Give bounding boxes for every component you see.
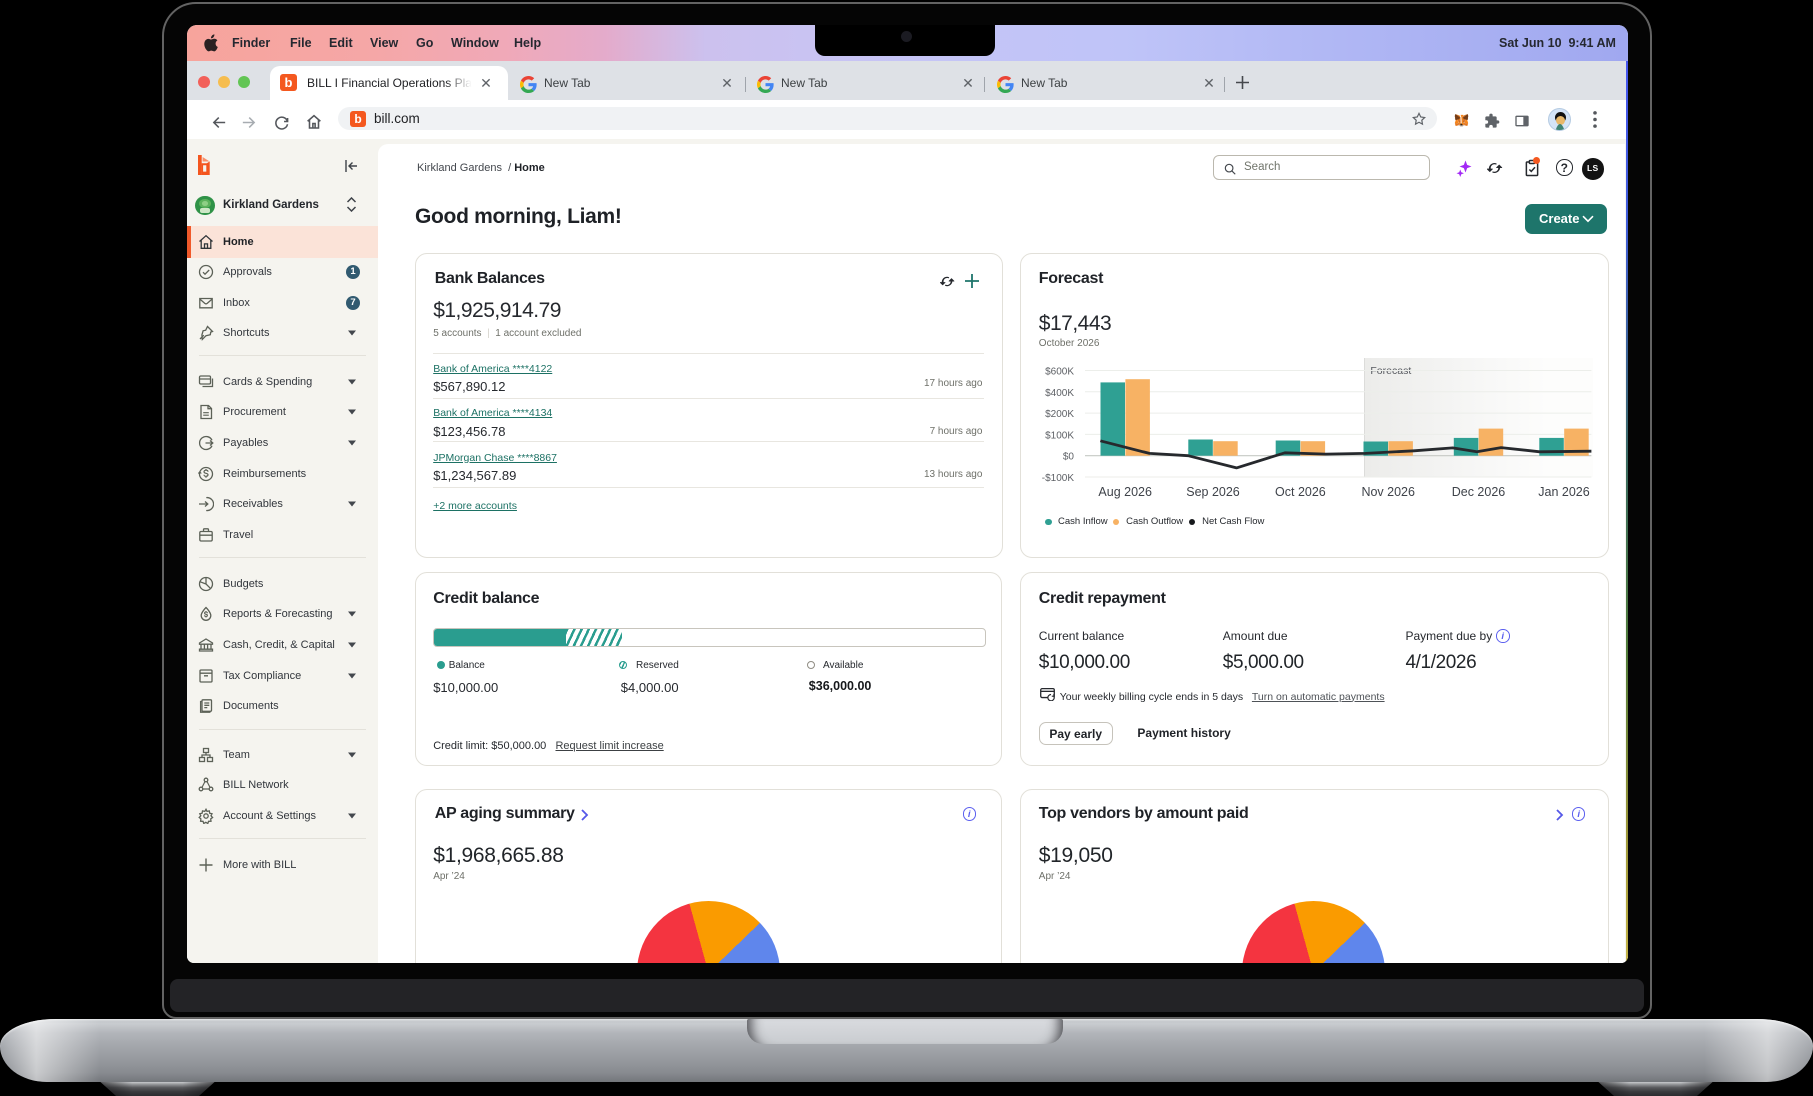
svg-text:Dec 2026: Dec 2026 (1452, 485, 1506, 499)
svg-text:$0: $0 (1063, 452, 1075, 463)
svg-text:Aug 2026: Aug 2026 (1098, 485, 1152, 499)
svg-text:$400K: $400K (1045, 388, 1074, 399)
svg-text:Jan 2026: Jan 2026 (1538, 485, 1589, 499)
svg-text:Oct 2026: Oct 2026 (1275, 485, 1326, 499)
svg-text:$100K: $100K (1045, 430, 1074, 441)
svg-text:Nov 2026: Nov 2026 (1361, 485, 1415, 499)
svg-text:$200K: $200K (1045, 409, 1074, 420)
svg-text:Sep 2026: Sep 2026 (1186, 485, 1240, 499)
svg-text:-$100K: -$100K (1042, 473, 1075, 484)
svg-text:$600K: $600K (1045, 367, 1074, 378)
